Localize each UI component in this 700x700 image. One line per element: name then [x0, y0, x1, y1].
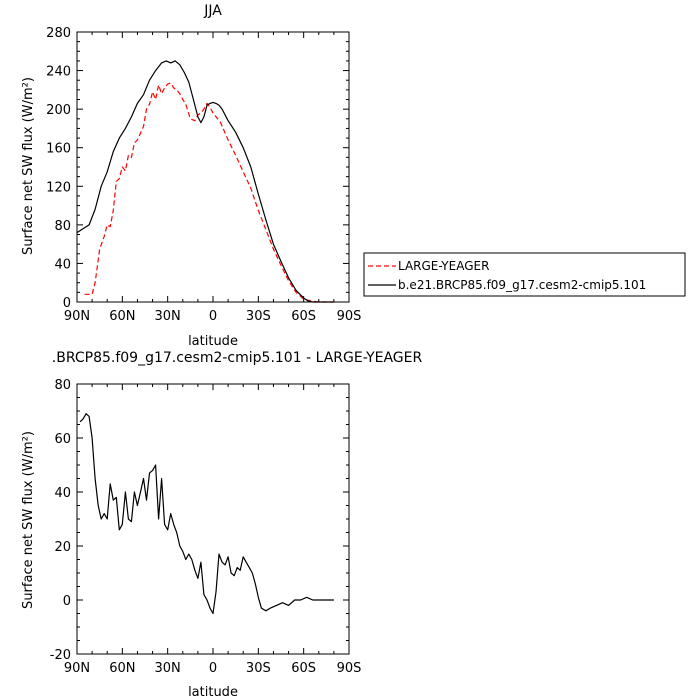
x-tick-label: 30N [155, 309, 181, 324]
y-tick-label: 120 [46, 180, 71, 195]
y-tick-label: 0 [63, 594, 71, 609]
y-tick-label: 60 [54, 432, 71, 447]
y-tick-label: 80 [54, 378, 71, 393]
y-tick-label: 240 [46, 65, 71, 80]
x-tick-label: 30S [246, 309, 271, 324]
y-tick-label: -20 [50, 648, 71, 663]
y-tick-label: 160 [46, 142, 71, 157]
bottom-chart-title: .BRCP85.f09_g17.cesm2-cmip5.101 - LARGE-… [52, 350, 423, 366]
y-tick-label: 40 [54, 257, 71, 272]
bottom-x-axis-label: latitude [188, 685, 238, 700]
legend: LARGE-YEAGER b.e21.BRCP85.f09_g17.cesm2-… [363, 252, 686, 297]
top-x-axis-label: latitude [188, 334, 238, 349]
x-tick-label: 0 [209, 661, 217, 676]
y-tick-label: 200 [46, 103, 71, 118]
top-chart-title: JJA [203, 3, 222, 19]
top-y-axis-label: Surface net SW flux (W/m²) [21, 77, 36, 255]
x-tick-label: 60N [109, 309, 135, 324]
y-tick-label: 80 [54, 219, 71, 234]
y-tick-label: 40 [54, 486, 71, 501]
x-tick-label: 60S [291, 661, 316, 676]
x-tick-label: 90S [337, 661, 362, 676]
x-tick-label: 0 [209, 309, 217, 324]
legend-box [363, 252, 686, 297]
y-tick-label: 280 [46, 26, 71, 41]
difference-line [79, 413, 334, 615]
bottom-panel: .BRCP85.f09_g17.cesm2-cmip5.101 - LARGE-… [21, 350, 423, 700]
legend-label-large-yeager: LARGE-YEAGER [398, 259, 489, 273]
bottom-y-axis-label: Surface net SW flux (W/m²) [21, 431, 36, 609]
series-large-yeager-line [84, 82, 334, 303]
x-tick-label: 30N [155, 661, 181, 676]
top-panel: JJA 90N 60N 30N 0 30S 60S 90S 0 40 80 120 160 200 240… [21, 3, 361, 349]
x-tick-label: 90N [64, 309, 90, 324]
y-tick-label: 20 [54, 540, 71, 555]
series-cesm2-line [76, 60, 334, 303]
legend-label-cesm2: b.e21.BRCP85.f09_g17.cesm2-cmip5.101 [398, 278, 646, 292]
x-tick-label: 90S [337, 309, 362, 324]
x-tick-label: 30S [246, 661, 271, 676]
x-tick-label: 60S [291, 309, 316, 324]
x-tick-label: 60N [109, 661, 135, 676]
top-plot-frame [76, 31, 350, 303]
x-tick-label: 90N [64, 661, 90, 676]
y-tick-label: 0 [63, 296, 71, 311]
